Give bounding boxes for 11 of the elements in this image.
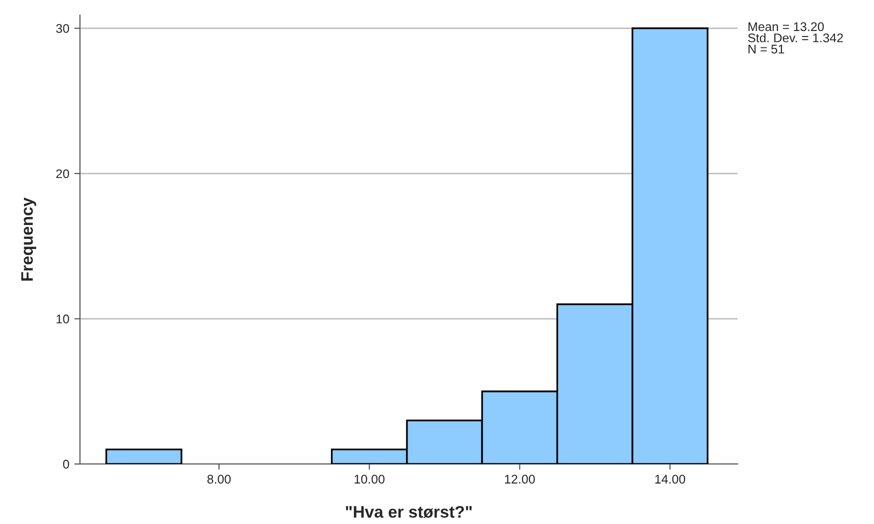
x-tick-label: 12.00 — [504, 474, 535, 484]
x-tick-label: 14.00 — [655, 474, 686, 484]
x-axis-title: "Hva er størst?" — [346, 506, 472, 518]
y-tick-label: 10 — [56, 314, 70, 324]
y-tick-label: 0 — [63, 460, 70, 469]
text: Mean = 13.20 Std. Dev. = 1.342 N = 51 — [748, 22, 843, 54]
y-tick-label: 30 — [56, 24, 70, 33]
x-tick-label: 8.00 — [207, 474, 231, 484]
y-axis-title: Frequency — [21, 198, 36, 281]
x-tick-label: 10.00 — [354, 474, 385, 484]
y-tick-label: 20 — [56, 169, 70, 178]
